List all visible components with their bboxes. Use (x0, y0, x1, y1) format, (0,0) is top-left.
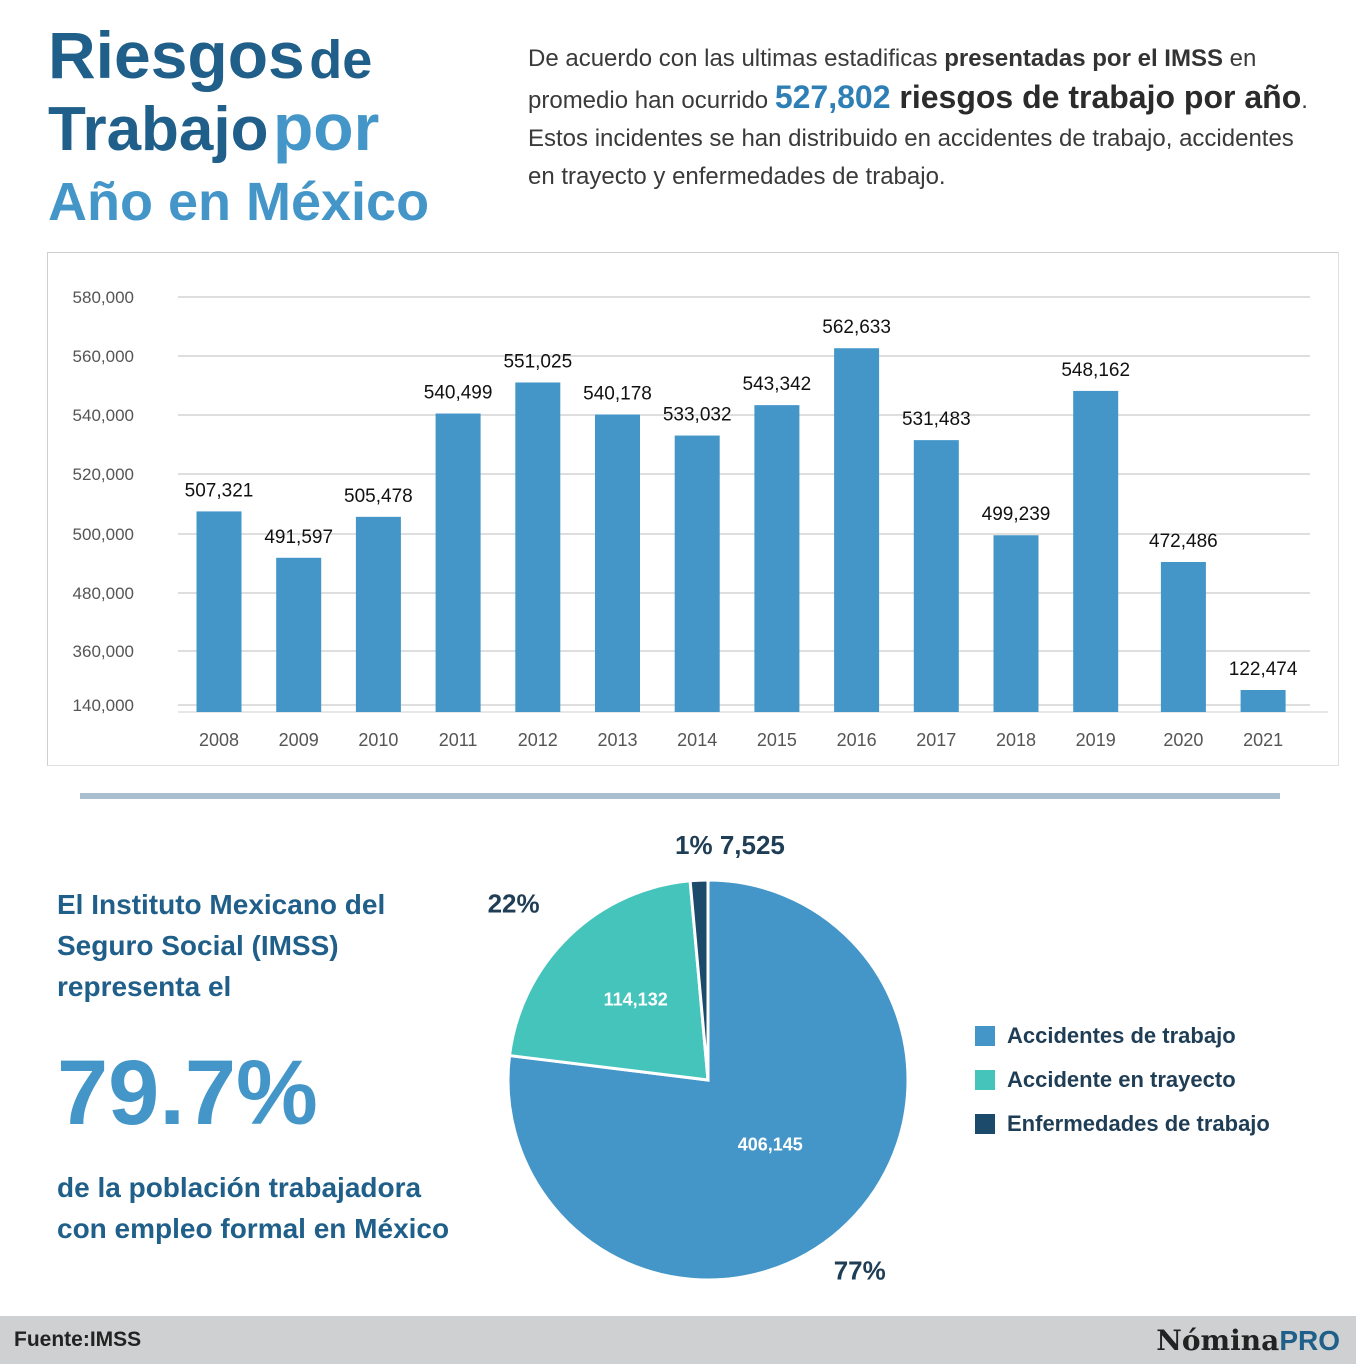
x-tick-label: 2008 (199, 730, 239, 750)
y-tick-label: 580,000 (73, 288, 134, 307)
brand-logo: NóminaPRO (1156, 1324, 1340, 1357)
imss-text-2: de la población trabajadora con empleo f… (57, 1172, 450, 1244)
bar-chart: 580,000 560,000 540,000 520,000 500,000 480,0… (73, 288, 1328, 750)
x-tick-label: 2015 (757, 730, 797, 750)
x-tick-label: 2009 (279, 730, 319, 750)
pie-slice-2 (507, 879, 710, 1082)
page-title: Riesgos de Trabajo por Año en México (48, 22, 429, 229)
y-tick-label: 480,000 (73, 584, 134, 603)
bar-2009 (276, 557, 322, 712)
x-tick-label: 2021 (1243, 730, 1283, 750)
intro-paragraph: De acuerdo con las ultimas estadificas p… (528, 40, 1318, 196)
pie-percent-label: 22% (488, 888, 540, 918)
bar-value-label: 491,597 (264, 527, 333, 548)
source-label: Fuente:IMSS (14, 1328, 142, 1351)
intro-average-number: 527,802 (774, 79, 891, 115)
x-tick-label: 2011 (439, 730, 478, 750)
pie-value-label: 406,145 (738, 1134, 803, 1154)
imss-percent: 79.7% (57, 1042, 318, 1144)
pie-value-label: 114,132 (604, 989, 668, 1009)
y-tick-label: 560,000 (73, 347, 134, 366)
title-line-2: Trabajo por (48, 94, 429, 161)
brand-suffix: PRO (1279, 1325, 1340, 1356)
bar-2021 (1240, 690, 1286, 712)
bar-2016 (834, 348, 880, 712)
pie-chart: 406,145 114,132 77% 22% 1% 7,525 (488, 830, 910, 1285)
x-tick-label: 2018 (996, 730, 1036, 750)
bar-2013 (595, 414, 640, 712)
bar-value-label: 499,239 (982, 504, 1051, 525)
brand-name: Nómina (1156, 1324, 1280, 1357)
y-tick-label: 140,000 (73, 696, 134, 715)
bar-2014 (674, 435, 720, 712)
intro-text-2: en promedio han ocurrido (528, 45, 1257, 114)
bar-2018 (993, 535, 1039, 712)
intro-bold-1: presentadas por el IMSS (944, 45, 1223, 72)
x-tick-label: 2012 (518, 730, 558, 750)
x-tick-label: 2010 (358, 730, 398, 750)
title-line-1: Riesgos de (48, 22, 429, 88)
imss-panel: El Instituto Mexicano del Seguro Social … (57, 884, 457, 1249)
bar-2010 (355, 516, 401, 712)
y-tick-label: 360,000 (73, 642, 134, 661)
bar-value-label: 540,499 (424, 383, 493, 404)
bar-value-label: 551,025 (503, 351, 572, 372)
pie-slice-3 (688, 878, 710, 1081)
legend-label: Accidente en trayecto (1007, 1067, 1236, 1092)
intro-text-1: De acuerdo con las ultimas estadificas (528, 45, 945, 72)
bar-2012 (515, 382, 561, 712)
bar-value-label: 531,483 (902, 409, 971, 430)
title-word-riesgos: Riesgos (48, 18, 305, 92)
y-tick-label: 520,000 (73, 465, 134, 484)
bar-2020 (1160, 562, 1206, 712)
pie-percent-label: 77% (834, 1255, 886, 1285)
legend-swatch (975, 1114, 995, 1134)
bar-value-label: 562,633 (822, 317, 891, 338)
legend-swatch (975, 1026, 995, 1046)
footer: Fuente:IMSS NóminaPRO (0, 1316, 1356, 1364)
title-word-trabajo: Trabajo (48, 95, 269, 164)
bar-value-label: 472,486 (1149, 531, 1218, 552)
bar-value-label: 548,162 (1061, 360, 1130, 381)
x-tick-label: 2019 (1076, 730, 1116, 750)
bar-value-label: 533,032 (663, 405, 732, 426)
legend-label: Accidentes de trabajo (1007, 1023, 1236, 1048)
bar-value-label: 507,321 (185, 480, 254, 501)
imss-text-1: El Instituto Mexicano del Seguro Social … (57, 889, 386, 1002)
title-line-3: Año en México (48, 172, 430, 232)
title-word-por: por (272, 90, 380, 164)
y-tick-label: 500,000 (73, 525, 134, 544)
bar-value-label: 505,478 (344, 486, 413, 507)
legend-item: Accidente en trayecto (975, 1058, 1270, 1102)
bar-2017 (913, 440, 959, 712)
title-word-de: de (309, 30, 373, 90)
y-tick-label: 540,000 (73, 406, 134, 425)
x-tick-label: 2017 (916, 730, 956, 750)
intro-bold-2: riesgos de trabajo por año (890, 79, 1302, 115)
bar-2015 (754, 405, 800, 712)
bar-value-label: 122,474 (1229, 659, 1298, 680)
pie-legend: Accidentes de trabajo Accidente en trayec… (975, 1014, 1270, 1146)
section-divider (80, 793, 1280, 799)
x-tick-label: 2014 (677, 730, 717, 750)
bar-value-label: 540,178 (583, 383, 652, 404)
x-tick-label: 2020 (1163, 730, 1203, 750)
x-tick-label: 2016 (837, 730, 877, 750)
intro-text-3: . Estos incidentes se han distribuido en… (528, 87, 1308, 190)
legend-swatch (975, 1070, 995, 1090)
legend-item: Enfermedades de trabajo (975, 1102, 1270, 1146)
pie-percent-label: 1% 7,525 (675, 830, 785, 860)
bar-value-label: 543,342 (743, 374, 812, 395)
bar-2008 (196, 511, 242, 712)
bar-2011 (435, 413, 481, 712)
legend-item: Accidentes de trabajo (975, 1014, 1270, 1058)
bar-chart-panel: 580,000 560,000 540,000 520,000 500,000 480,0… (47, 252, 1339, 766)
x-tick-label: 2013 (597, 730, 637, 750)
bar-2019 (1073, 390, 1119, 712)
legend-label: Enfermedades de trabajo (1007, 1111, 1270, 1136)
